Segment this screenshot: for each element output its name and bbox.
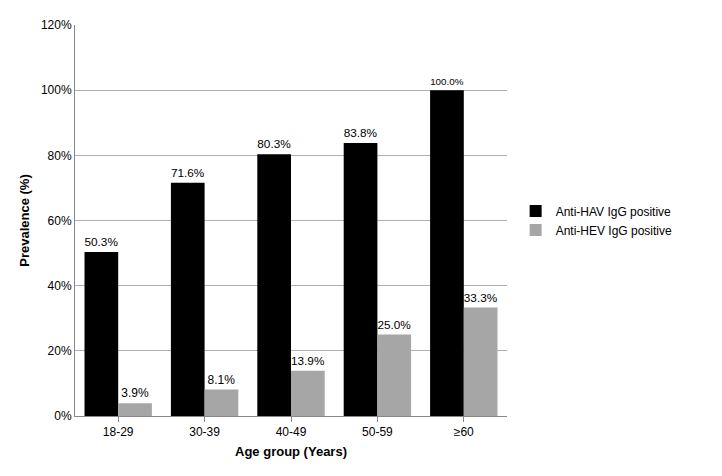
svg-text:80.3%: 80.3% xyxy=(257,137,291,150)
svg-text:Age group (Years): Age group (Years) xyxy=(235,444,347,459)
svg-text:8.1%: 8.1% xyxy=(208,373,236,387)
svg-text:120%: 120% xyxy=(41,18,72,32)
svg-text:50.3%: 50.3% xyxy=(85,235,119,248)
svg-text:100%: 100% xyxy=(41,83,72,97)
svg-text:71.6%: 71.6% xyxy=(171,166,205,179)
svg-text:13.9%: 13.9% xyxy=(291,354,325,367)
svg-text:≥60: ≥60 xyxy=(454,425,474,439)
svg-text:40-49: 40-49 xyxy=(276,425,307,439)
svg-text:Anti-HEV IgG positive: Anti-HEV IgG positive xyxy=(556,224,672,238)
svg-text:30-39: 30-39 xyxy=(189,425,220,439)
svg-text:0%: 0% xyxy=(54,409,72,423)
svg-text:83.8%: 83.8% xyxy=(344,126,378,139)
svg-text:Anti-HAV IgG positive: Anti-HAV IgG positive xyxy=(556,205,671,219)
svg-text:80%: 80% xyxy=(48,149,72,163)
svg-text:100.0%: 100.0% xyxy=(430,76,464,87)
svg-text:33.3%: 33.3% xyxy=(464,291,498,304)
svg-text:Prevalence (%): Prevalence (%) xyxy=(17,174,32,267)
svg-text:60%: 60% xyxy=(48,214,72,228)
svg-text:50-59: 50-59 xyxy=(362,425,393,439)
svg-text:3.9%: 3.9% xyxy=(121,386,149,400)
svg-text:18-29: 18-29 xyxy=(103,425,134,439)
svg-text:20%: 20% xyxy=(48,344,72,358)
svg-text:40%: 40% xyxy=(48,279,72,293)
svg-text:25.0%: 25.0% xyxy=(377,318,411,331)
